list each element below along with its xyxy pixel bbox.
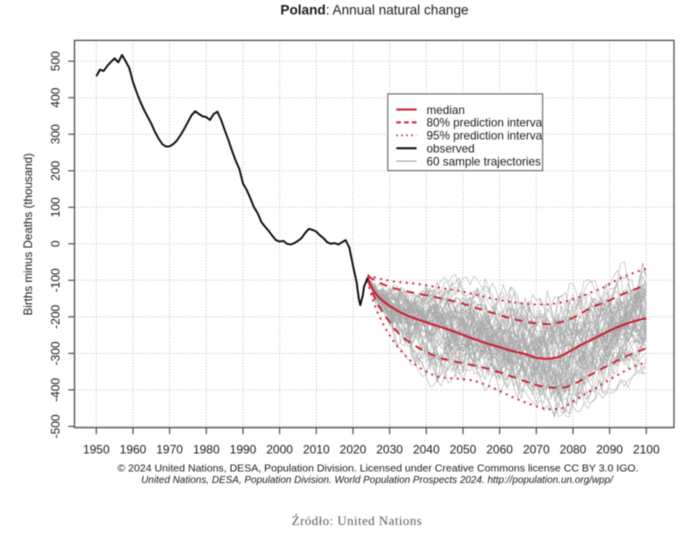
svg-text:1980: 1980 (193, 443, 220, 457)
svg-text:-500: -500 (49, 414, 63, 438)
svg-text:median: median (427, 104, 465, 117)
svg-text:observed: observed (427, 143, 475, 156)
svg-text:200: 200 (49, 160, 63, 180)
svg-text:-100: -100 (49, 268, 63, 292)
svg-text:2090: 2090 (596, 443, 623, 457)
svg-text:80% prediction interval: 80% prediction interval (427, 117, 545, 130)
svg-text:-200: -200 (49, 304, 63, 328)
svg-text:60 sample trajectories: 60 sample trajectories (427, 155, 541, 168)
svg-text:2100: 2100 (633, 443, 660, 457)
svg-text:2070: 2070 (523, 443, 550, 457)
svg-text:2080: 2080 (560, 443, 587, 457)
svg-text:300: 300 (49, 124, 63, 144)
svg-text:-300: -300 (49, 341, 63, 365)
svg-text:2010: 2010 (303, 443, 330, 457)
svg-text:Births minus Deaths (thousand): Births minus Deaths (thousand) (22, 153, 35, 316)
svg-text:2030: 2030 (376, 443, 403, 457)
svg-text:1970: 1970 (156, 443, 183, 457)
svg-text:2000: 2000 (266, 443, 293, 457)
svg-text:2040: 2040 (413, 443, 440, 457)
svg-text:400: 400 (49, 87, 63, 107)
svg-text:2050: 2050 (450, 443, 477, 457)
svg-text:2020: 2020 (340, 443, 367, 457)
svg-text:1950: 1950 (83, 443, 110, 457)
svg-text:2060: 2060 (486, 443, 513, 457)
svg-text:© 2024 United Nations, DESA, P: © 2024 United Nations, DESA, Population … (117, 462, 638, 474)
svg-text:100: 100 (49, 197, 63, 217)
svg-text:United Nations, DESA, Populati: United Nations, DESA, Population Divisio… (141, 475, 614, 486)
svg-text:1960: 1960 (120, 443, 147, 457)
svg-text:Poland: Annual natural change: Poland: Annual natural change (280, 3, 468, 18)
svg-text:1990: 1990 (230, 443, 257, 457)
svg-text:0: 0 (49, 240, 63, 247)
svg-text:500: 500 (49, 51, 63, 71)
svg-text:95% prediction interval: 95% prediction interval (427, 130, 545, 143)
svg-text:-400: -400 (49, 378, 63, 402)
svg-text:Źródło: United Nations: Źródło: United Nations (292, 514, 422, 528)
